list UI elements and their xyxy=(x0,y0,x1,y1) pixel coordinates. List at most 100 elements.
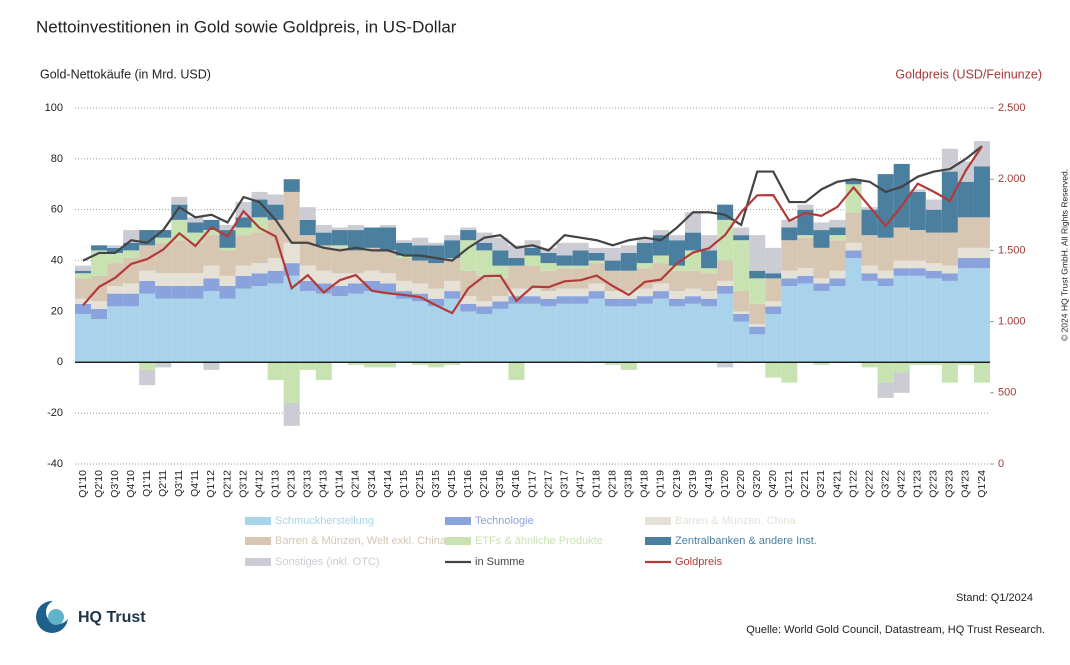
bar-segment xyxy=(508,303,525,363)
bar-segment xyxy=(973,362,990,383)
bar-segment xyxy=(797,235,814,238)
bar-segment xyxy=(620,245,637,253)
x-tick-label: Q3'13 xyxy=(302,470,314,498)
bar-segment xyxy=(604,291,621,299)
bar-segment xyxy=(299,219,316,236)
x-tick-label: Q2'20 xyxy=(735,470,747,498)
bar-segment xyxy=(444,298,461,363)
bar-segment xyxy=(203,265,220,279)
x-tick-label: Q3'19 xyxy=(687,470,699,498)
bar-segment xyxy=(524,255,541,266)
bar-segment xyxy=(75,278,92,299)
x-tick-label: Q4'15 xyxy=(446,470,458,498)
bar-segment xyxy=(813,362,830,365)
bar-segment xyxy=(203,278,220,292)
bar-segment xyxy=(315,224,332,233)
legend-label: Barren & Münzen, China xyxy=(675,515,796,527)
bar-segment xyxy=(380,293,397,363)
bar-segment xyxy=(749,270,766,279)
bar-segment xyxy=(652,255,669,264)
bar-segment xyxy=(588,260,605,264)
bar-segment xyxy=(893,260,910,269)
bar-segment xyxy=(155,298,172,363)
bar-segment xyxy=(412,237,429,246)
bar-segment xyxy=(75,303,92,314)
bar-segment xyxy=(91,301,108,309)
y2-tick-label: 2.000 xyxy=(998,173,1026,185)
bar-segment xyxy=(781,219,798,228)
bar-segment xyxy=(235,227,252,236)
bar-segment xyxy=(717,286,734,294)
bar-segment xyxy=(701,291,718,299)
bar-segment xyxy=(380,227,397,251)
bar-segment xyxy=(877,286,894,363)
x-tick-label: Q1'10 xyxy=(77,470,89,498)
bar-segment xyxy=(363,247,380,271)
bar-segment xyxy=(909,275,926,363)
bar-segment xyxy=(813,283,830,292)
bar-segment xyxy=(652,235,669,256)
bar-segment xyxy=(251,286,268,363)
bar-segment xyxy=(396,240,413,243)
bar-segment xyxy=(845,242,862,251)
x-tick-label: Q1'12 xyxy=(205,470,217,498)
x-tick-label: Q1'16 xyxy=(462,470,474,498)
bar-segment xyxy=(315,232,332,246)
bar-segment xyxy=(283,402,300,426)
bar-segment xyxy=(476,242,493,251)
bar-segment xyxy=(315,270,332,284)
bar-segment xyxy=(749,334,766,363)
bar-segment xyxy=(75,273,92,279)
x-tick-label: Q4'17 xyxy=(574,470,586,498)
bar-segment xyxy=(572,242,589,251)
x-tick-label: Q3'18 xyxy=(623,470,635,498)
bar-segment xyxy=(267,258,284,271)
x-tick-label: Q2'12 xyxy=(221,470,233,498)
bar-segment xyxy=(909,260,926,269)
bar-segment xyxy=(556,265,573,269)
legend-swatch xyxy=(445,517,471,525)
bar-segment xyxy=(685,212,702,233)
bar-segment xyxy=(652,298,669,363)
x-tick-label: Q4'10 xyxy=(125,470,137,498)
x-tick-label: Q1'14 xyxy=(334,470,346,498)
bar-segment xyxy=(331,247,348,274)
legend-label: Schmuckherstellung xyxy=(275,515,374,527)
bar-segment xyxy=(107,245,124,248)
bar-segment xyxy=(476,306,493,314)
bar-segment xyxy=(765,278,782,302)
x-tick-label: Q4'20 xyxy=(767,470,779,498)
bar-segment xyxy=(556,296,573,304)
bar-segment xyxy=(925,209,942,233)
x-tick-label: Q2'19 xyxy=(671,470,683,498)
x-tick-label: Q3'21 xyxy=(815,470,827,498)
x-tick-label: Q3'20 xyxy=(751,470,763,498)
bar-segment xyxy=(749,324,766,327)
bar-segment xyxy=(283,275,300,363)
bar-segment xyxy=(476,250,493,276)
bar-segment xyxy=(957,181,974,218)
bar-segment xyxy=(155,242,172,274)
bar-segment xyxy=(636,242,653,264)
x-tick-label: Q2'21 xyxy=(799,470,811,498)
chart-title: Nettoinvestitionen in Gold sowie Goldpre… xyxy=(36,17,457,36)
bar-segment xyxy=(123,306,140,363)
bar-segment xyxy=(620,362,637,370)
bar-segment xyxy=(508,245,525,259)
legend-label: Goldpreis xyxy=(675,556,723,568)
bar-segment xyxy=(155,230,172,238)
bar-segment xyxy=(572,265,589,269)
bar-segment xyxy=(733,321,750,363)
bar-segment xyxy=(91,275,108,302)
bar-segment xyxy=(845,258,862,363)
bar-segment xyxy=(524,296,541,304)
y2-tick-label: 1.000 xyxy=(998,316,1026,328)
bar-segment xyxy=(380,273,397,284)
bar-segment xyxy=(845,179,862,185)
bar-segment xyxy=(363,270,380,281)
bar-segment xyxy=(267,270,284,284)
bar-segment xyxy=(556,303,573,363)
x-tick-label: Q1'18 xyxy=(590,470,602,498)
bar-segment xyxy=(749,326,766,335)
bar-segment xyxy=(604,306,621,363)
